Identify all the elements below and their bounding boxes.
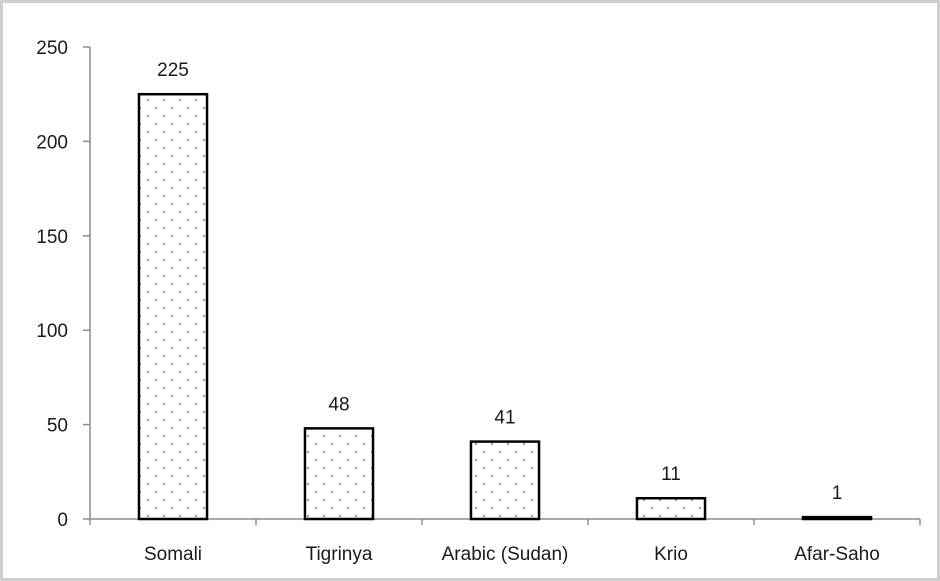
data-label: 11 <box>661 464 681 485</box>
y-tick-label: 50 <box>47 416 68 437</box>
x-axis: Somali Tigrinya Arabic (Sudan) Krio Afar-Sah… <box>89 518 921 565</box>
bars <box>137 92 873 521</box>
bar-arabic-sudan <box>469 440 541 521</box>
x-tick-label: Krio <box>654 544 688 565</box>
data-label: 41 <box>494 408 515 429</box>
y-tick-label: 0 <box>57 510 68 531</box>
x-tick-label: Somali <box>144 544 202 565</box>
data-label: 48 <box>328 394 349 415</box>
bar-tigrinya <box>303 427 375 521</box>
y-tick-label: 250 <box>36 38 68 59</box>
y-axis: 0 50 100 150 200 250 <box>36 38 91 531</box>
bar-somali <box>137 92 209 521</box>
data-label: 225 <box>157 60 189 81</box>
bar-krio <box>635 496 707 521</box>
y-tick-label: 150 <box>36 227 68 248</box>
x-tick-label: Afar-Saho <box>794 544 880 565</box>
y-tick-label: 100 <box>36 321 68 342</box>
x-tick-label: Tigrinya <box>306 544 373 565</box>
data-label: 1 <box>832 483 843 504</box>
y-tick-label: 200 <box>36 132 68 153</box>
bar-afar-saho <box>801 515 873 521</box>
x-tick-label: Arabic (Sudan) <box>442 544 569 565</box>
